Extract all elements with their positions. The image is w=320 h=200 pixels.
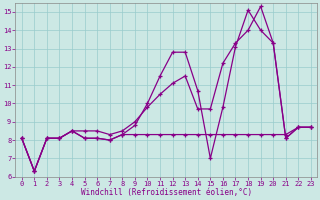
X-axis label: Windchill (Refroidissement éolien,°C): Windchill (Refroidissement éolien,°C) <box>81 188 252 197</box>
